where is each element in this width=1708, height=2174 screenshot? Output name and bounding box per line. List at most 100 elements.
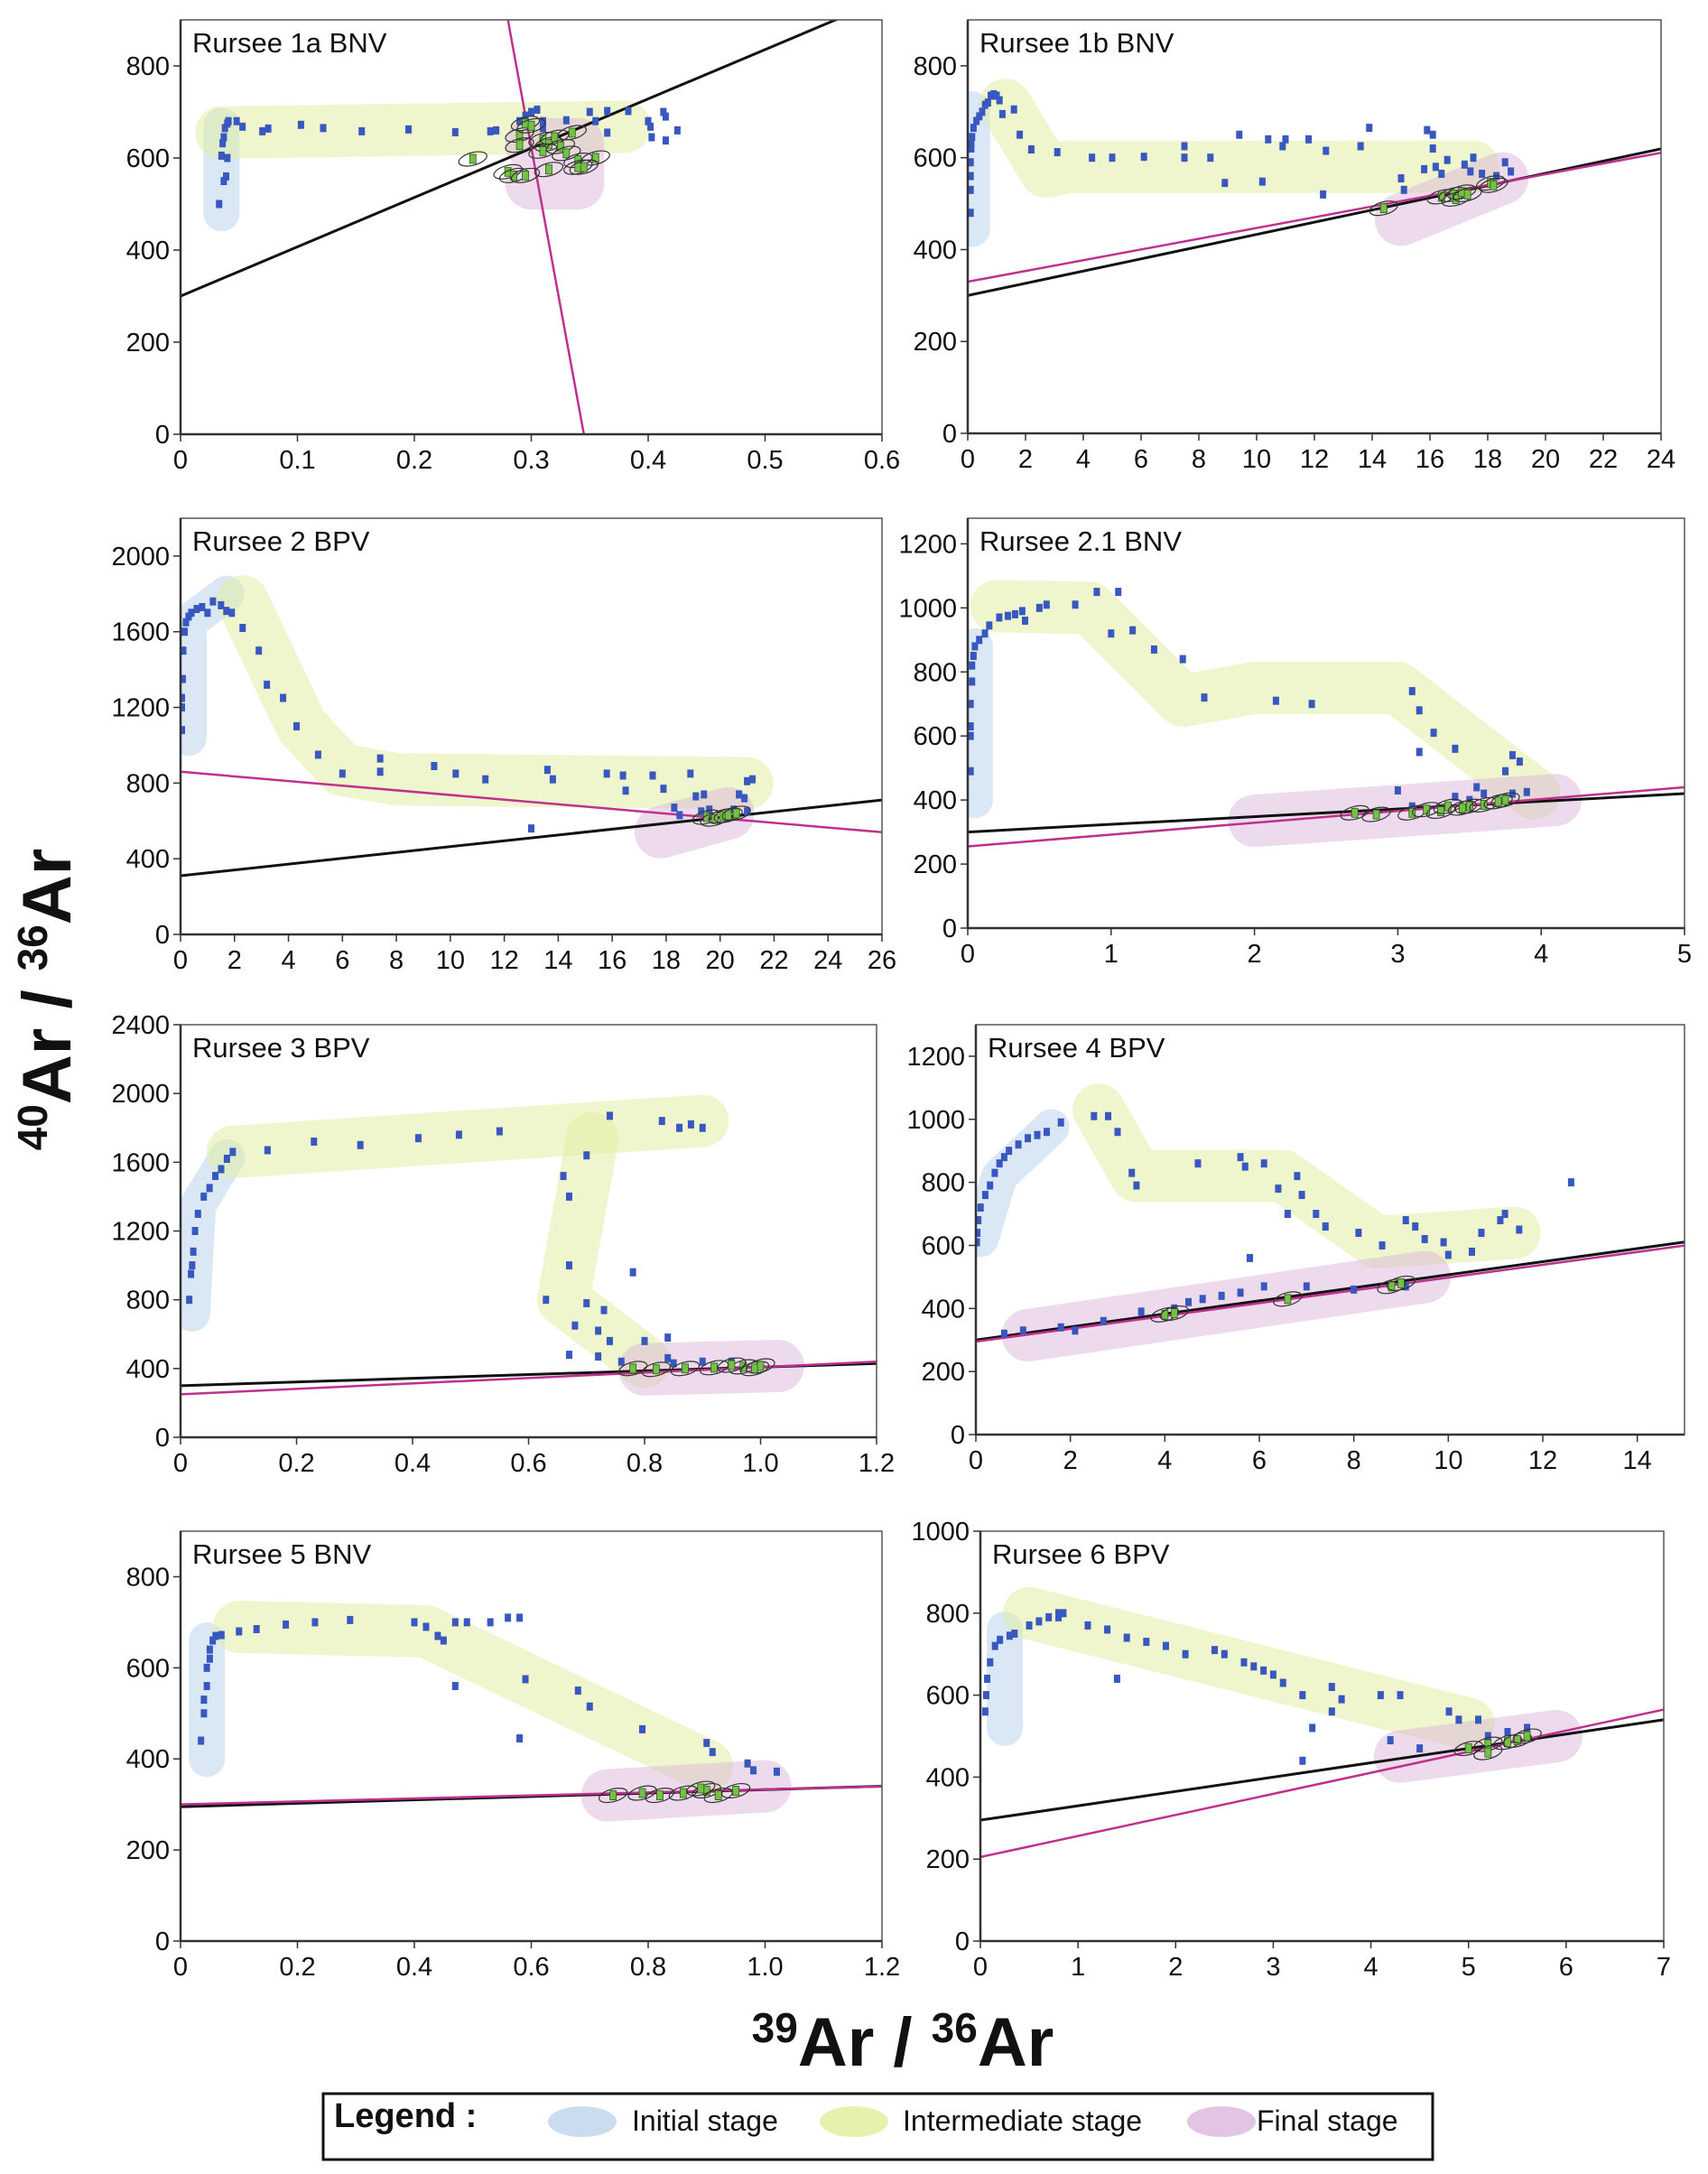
error-ellipse [703,1788,733,1804]
data-point-blue [1265,135,1272,144]
data-point-blue [1504,1727,1511,1736]
y-tick-label: 0 [155,1424,170,1453]
data-point-blue [1309,1723,1316,1733]
y-axis-title: 40Ar / 36Ar [9,849,86,1151]
data-point-blue [987,1658,994,1667]
data-point-green [545,164,552,175]
x-tick-label: 18 [652,946,681,975]
data-point-blue [998,109,1006,118]
x-tick-label: 0 [173,446,188,475]
data-point-blue [1194,1159,1202,1168]
data-point-green [1170,1308,1178,1318]
data-point-blue [744,1759,751,1768]
data-point-blue [676,811,683,820]
x-tick-label: 24 [813,946,842,975]
data-point-blue [239,624,246,633]
data-point-blue [1299,1756,1306,1765]
data-point-blue [463,1618,470,1627]
data-point-blue [253,1624,260,1633]
error-ellipse [641,1361,672,1378]
error-ellipse [721,805,751,822]
data-point-blue [198,1736,205,1745]
data-point-blue [1408,687,1416,696]
y-tick-label: 400 [914,786,957,815]
data-point-blue [1397,1691,1404,1700]
x-tick-label: 18 [1473,445,1502,474]
error-ellipse [1453,1741,1483,1757]
x-tick-label: 1.2 [859,1449,895,1478]
data-point-blue [1140,153,1147,162]
data-point-blue [647,122,654,131]
data-point-green [697,1783,705,1794]
x-tick-label: 1 [1071,1953,1085,1982]
x-tick-label: 0.8 [627,1449,663,1478]
data-point-blue [320,124,327,133]
data-point-blue [1019,1326,1026,1335]
data-point-blue [982,1691,989,1700]
data-point-blue [622,786,629,795]
data-point-blue [1150,645,1157,654]
data-point-blue [977,1203,984,1212]
data-point-blue [991,1641,998,1650]
data-point-blue [1394,785,1401,794]
x-tick-label: 6 [335,946,349,975]
y-tick-label: 800 [126,52,170,81]
x-tick-label: 8 [389,946,404,975]
data-point-blue [193,605,200,614]
data-point-blue [220,133,227,142]
y-tick-label: 600 [914,144,957,173]
error-ellipse [552,145,581,162]
legend-label-intermediate: Intermediate stage [903,2104,1142,2137]
data-point-blue [1497,1216,1504,1225]
x-tick-label: 6 [1252,1446,1267,1475]
data-point-blue [709,1748,716,1757]
x-tick-label: 0.1 [279,446,315,475]
data-point-blue [1567,1178,1574,1187]
data-point-blue [543,1296,550,1305]
data-point-blue [200,1696,208,1705]
data-point-blue [218,1165,225,1174]
data-point-green [682,1363,689,1374]
error-ellipse [617,1361,648,1377]
data-point-blue [1011,1630,1018,1638]
x-tick-label: 6 [1134,445,1148,474]
y-tick-label: 200 [914,328,957,357]
x-tick-label: 0.6 [510,1449,546,1478]
data-point-blue [405,125,413,134]
regression-line-black [980,1718,1664,1822]
data-point-blue [1129,626,1137,635]
data-point-blue [1508,750,1516,759]
data-point-blue [1328,1683,1335,1692]
y-tick-label: 1200 [906,1043,965,1072]
data-point-blue [981,1191,989,1200]
data-point-blue [1057,1118,1064,1127]
data-point-blue [455,1130,462,1139]
x-tick-label: 0.4 [630,446,666,475]
data-point-blue [1444,1250,1452,1259]
x-tick-label: 0.5 [747,446,783,475]
data-point-blue [1060,1609,1067,1618]
y-tick-label: 200 [126,1836,170,1865]
data-point-blue [996,1159,1003,1168]
data-point-blue [664,1333,672,1342]
x-tick-label: 0 [173,946,188,975]
panel-title: Rursee 3 BPV [192,1032,370,1064]
data-point-blue [357,1140,364,1149]
data-point-blue [452,769,459,778]
data-point-blue [297,120,304,129]
data-point-blue [976,636,983,645]
x-tick-label: 0 [961,445,975,474]
data-point-green [1513,1735,1521,1745]
data-point-green [751,1363,758,1374]
data-point-blue [560,1172,567,1181]
data-point-blue [660,107,667,116]
data-point-blue [1218,1291,1225,1300]
data-point-blue [212,1631,219,1640]
x-tick-label: 4 [1157,1446,1172,1475]
data-point-blue [539,116,546,125]
data-point-blue [216,200,223,209]
data-point-blue [1387,1736,1394,1745]
data-point-blue [1279,142,1286,151]
data-point-blue [1402,1216,1409,1225]
